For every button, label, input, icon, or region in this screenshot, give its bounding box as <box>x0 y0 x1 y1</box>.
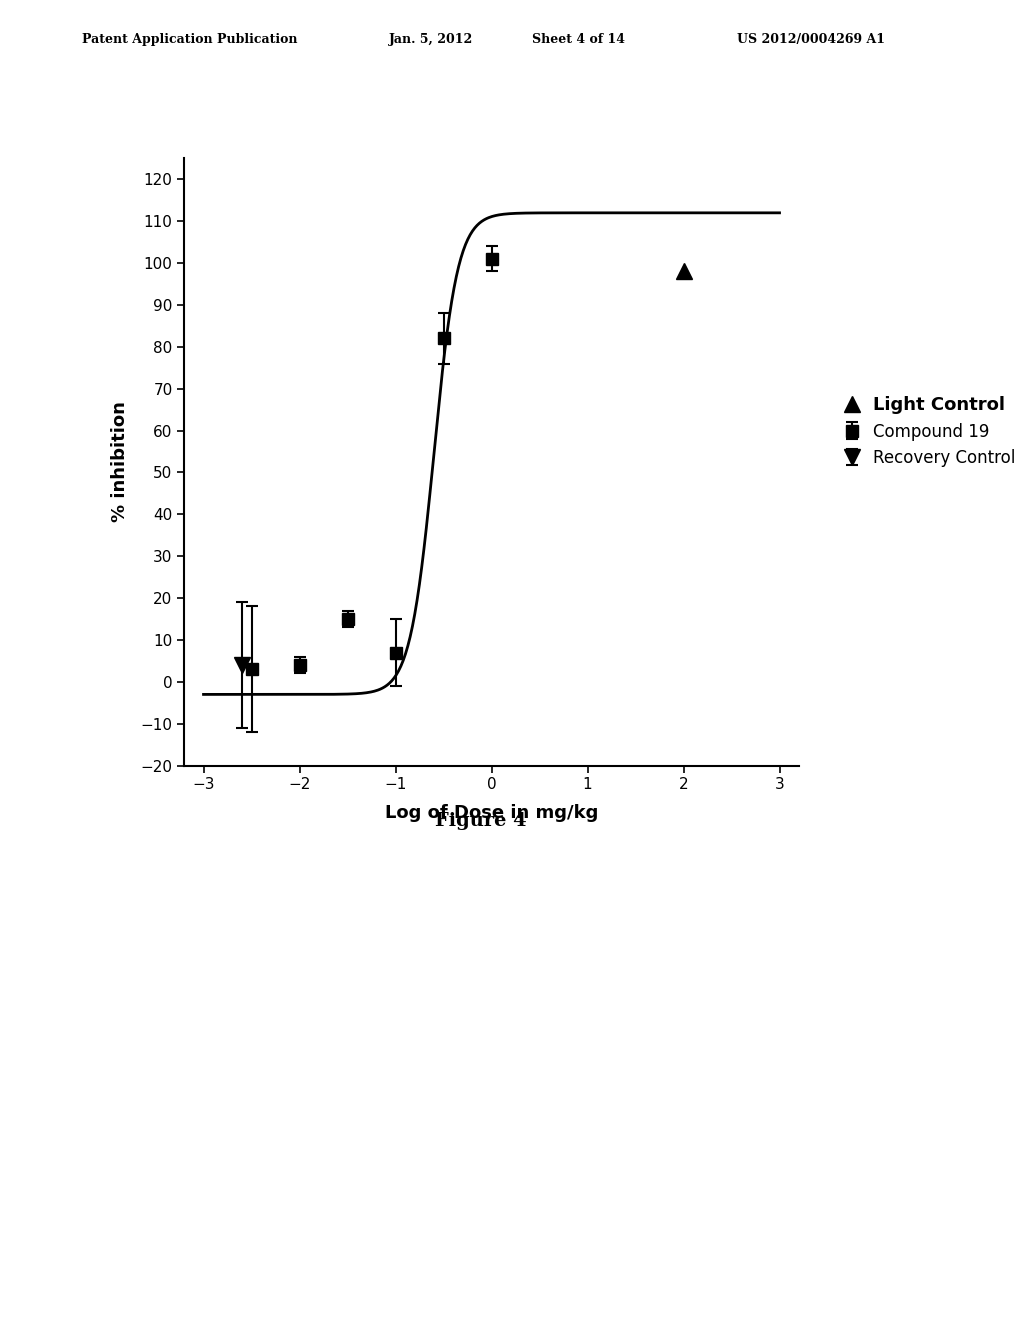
Text: Figure 4: Figure 4 <box>435 812 527 830</box>
Text: Jan. 5, 2012: Jan. 5, 2012 <box>389 33 473 46</box>
Text: Sheet 4 of 14: Sheet 4 of 14 <box>532 33 626 46</box>
Text: Patent Application Publication: Patent Application Publication <box>82 33 297 46</box>
Legend: Light Control, Compound 19, Recovery Control: Light Control, Compound 19, Recovery Con… <box>831 388 1024 475</box>
Y-axis label: % inhibition: % inhibition <box>112 401 129 523</box>
X-axis label: Log of Dose in mg/kg: Log of Dose in mg/kg <box>385 804 598 821</box>
Text: US 2012/0004269 A1: US 2012/0004269 A1 <box>737 33 886 46</box>
